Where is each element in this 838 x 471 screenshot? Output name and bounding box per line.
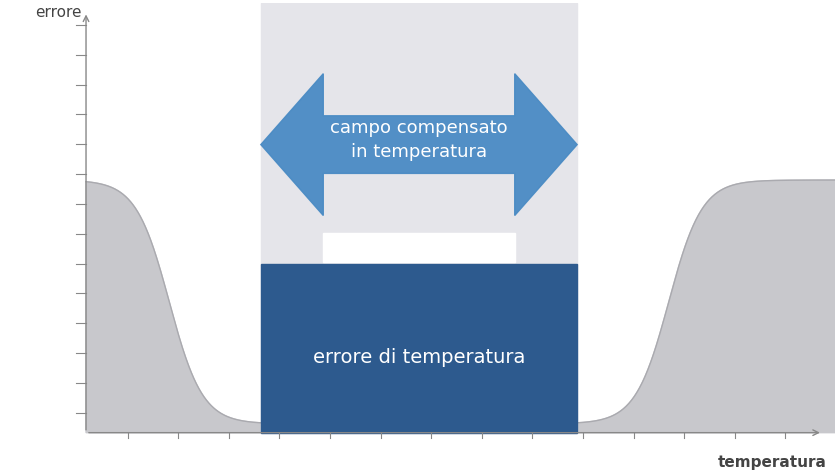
Text: temperatura: temperatura	[718, 455, 827, 470]
Text: errore di temperatura: errore di temperatura	[313, 348, 525, 367]
Text: errore: errore	[35, 5, 82, 20]
Bar	[323, 233, 515, 262]
Polygon shape	[565, 180, 835, 433]
Polygon shape	[261, 73, 577, 216]
Bar	[261, 264, 577, 433]
Polygon shape	[86, 182, 273, 433]
Bar	[261, 3, 577, 433]
Text: campo compensato
in temperatura: campo compensato in temperatura	[330, 119, 508, 161]
